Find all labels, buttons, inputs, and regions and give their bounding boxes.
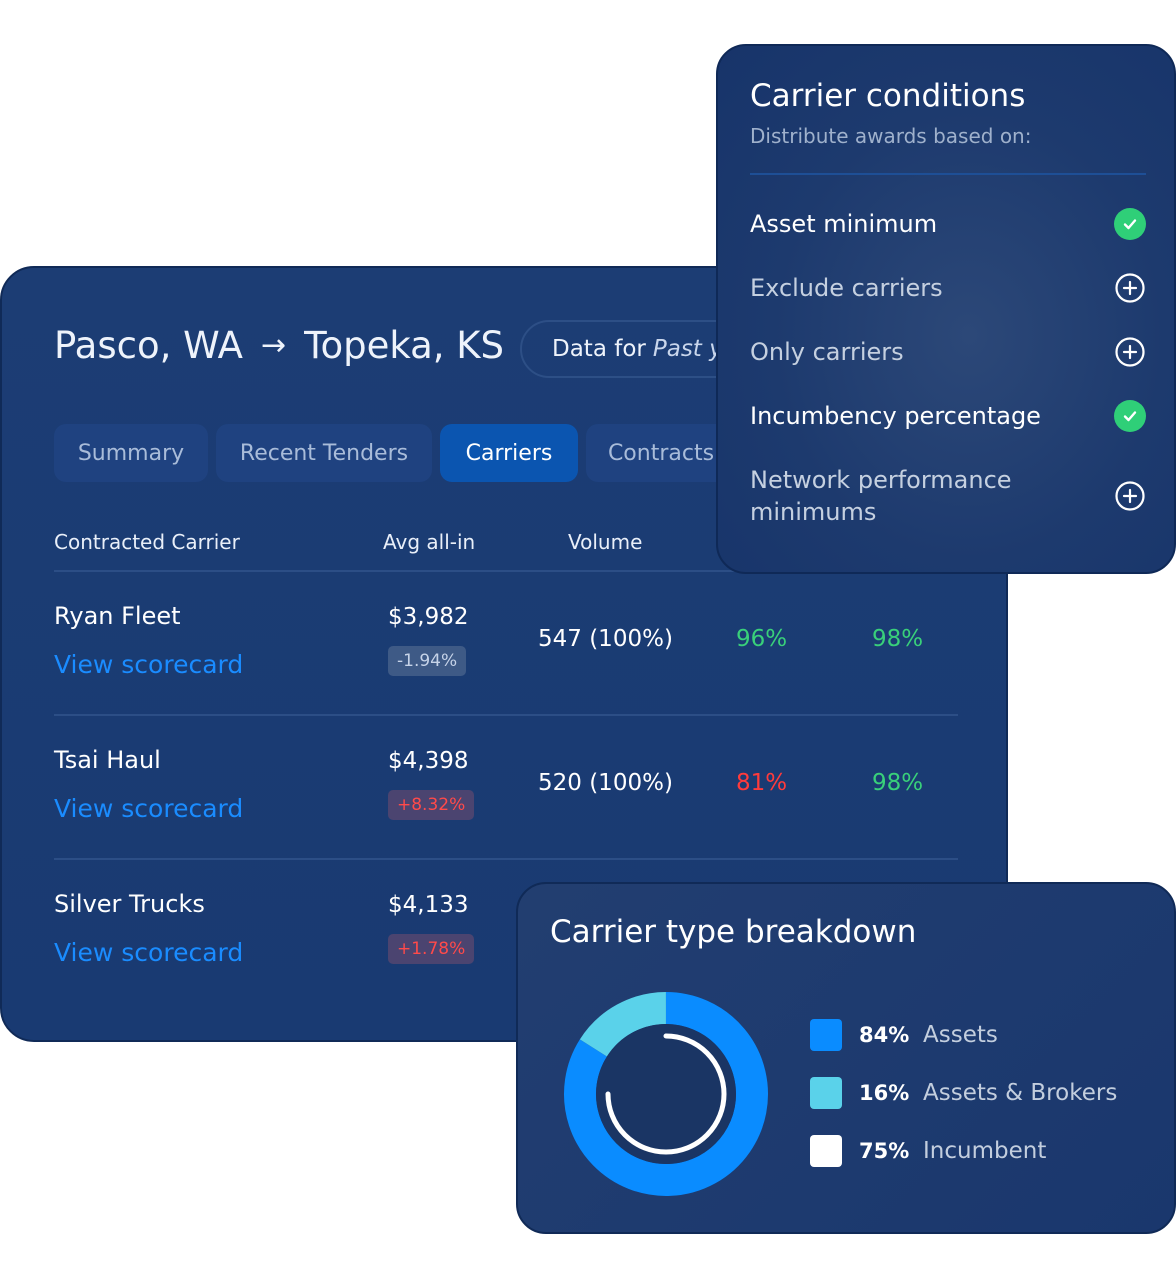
tab-carriers[interactable]: Carriers [440,424,578,482]
table-row: Tsai Haul View scorecard $4,398 +8.32% 5… [54,716,958,860]
row-divider [54,714,958,716]
legend-swatch [810,1019,842,1051]
breakdown-legend: 84% Assets 16% Assets & Brokers 75% Incu… [810,1018,1117,1192]
condition-label: Asset minimum [750,210,938,238]
volume-value: 520 (100%) [538,770,673,796]
table-row: Silver Trucks View scorecard $4,133 +1.7… [54,860,958,1004]
conditions-subtitle: Distribute awards based on: [750,124,1032,148]
table-row: Ryan Fleet View scorecard $3,982 -1.94% … [54,572,958,716]
condition-label: Exclude carriers [750,274,943,302]
donut-segment-assets [564,992,768,1196]
legend-item-assets: 84% Assets [810,1018,1117,1052]
date-range-value: Past y [652,336,723,362]
legend-percentage: 84% [859,1023,910,1047]
lane-route: Pasco, WA → Topeka, KS [54,324,504,367]
origin-city: Pasco, WA [54,324,243,367]
column-header-avg-all-in: Avg all-in [383,530,476,554]
legend-label: Assets [923,1022,998,1048]
legend-item-incumbent: 75% Incumbent [810,1134,1117,1168]
condition-exclude-carriers[interactable]: Exclude carriers [750,272,1146,304]
view-scorecard-link[interactable]: View scorecard [54,794,244,823]
avg-all-in-value: $4,133 [388,892,469,918]
avg-change-badge: +1.78% [388,934,475,964]
check-icon[interactable] [1114,400,1146,432]
tab-recent-tenders[interactable]: Recent Tenders [216,424,432,482]
donut-segment-assets-brokers [579,992,667,1057]
condition-label: Network performance minimums [750,466,1012,526]
metric-b-value: 98% [872,770,924,796]
tab-contracts[interactable]: Contracts [586,424,736,482]
row-divider [54,858,958,860]
plus-circle-icon[interactable] [1114,272,1146,304]
view-scorecard-link[interactable]: View scorecard [54,938,244,967]
carrier-conditions-card: Carrier conditions Distribute awards bas… [716,44,1176,574]
carrier-name: Tsai Haul [54,746,161,774]
avg-all-in-value: $3,982 [388,604,469,630]
legend-label: Assets & Brokers [923,1080,1118,1106]
avg-all-in-value: $4,398 [388,748,469,774]
condition-network-performance-minimums[interactable]: Network performance minimums [750,464,1146,528]
legend-swatch [810,1135,842,1167]
carrier-type-donut-chart [564,992,768,1196]
check-icon[interactable] [1114,208,1146,240]
plus-circle-icon[interactable] [1114,336,1146,368]
legend-percentage: 16% [859,1081,910,1105]
plus-circle-icon[interactable] [1114,480,1146,512]
legend-percentage: 75% [859,1139,910,1163]
condition-asset-minimum[interactable]: Asset minimum [750,208,1146,240]
header-divider [54,570,958,572]
avg-change-badge: +8.32% [388,790,475,820]
legend-label: Incumbent [923,1138,1047,1164]
condition-only-carriers[interactable]: Only carriers [750,336,1146,368]
carrier-name: Silver Trucks [54,890,205,918]
legend-item-assets-brokers: 16% Assets & Brokers [810,1076,1117,1110]
condition-incumbency-percentage[interactable]: Incumbency percentage [750,400,1146,432]
donut-hole [596,1024,736,1164]
conditions-title: Carrier conditions [750,78,1026,114]
legend-swatch [810,1077,842,1109]
conditions-divider [750,173,1146,175]
carrier-name: Ryan Fleet [54,602,181,630]
column-header-volume: Volume [568,530,643,554]
incumbent-ring [605,1033,727,1155]
metric-a-value: 96% [736,626,788,652]
column-header-carrier: Contracted Carrier [54,530,240,554]
view-scorecard-link[interactable]: View scorecard [54,650,244,679]
tab-bar: Summary Recent Tenders Carriers Contract… [54,424,736,482]
carrier-type-breakdown-card: Carrier type breakdown 84% Assets 16% As… [516,882,1176,1234]
destination-city: Topeka, KS [304,324,505,367]
date-range-prefix: Data for [552,336,646,362]
metric-b-value: 98% [872,626,924,652]
avg-change-badge: -1.94% [388,646,467,676]
tab-summary[interactable]: Summary [54,424,208,482]
metric-a-value: 81% [736,770,788,796]
volume-value: 547 (100%) [538,626,673,652]
condition-label: Only carriers [750,338,904,366]
breakdown-title: Carrier type breakdown [550,914,917,950]
arrow-right-icon: → [260,328,287,363]
condition-label: Incumbency percentage [750,402,1041,430]
